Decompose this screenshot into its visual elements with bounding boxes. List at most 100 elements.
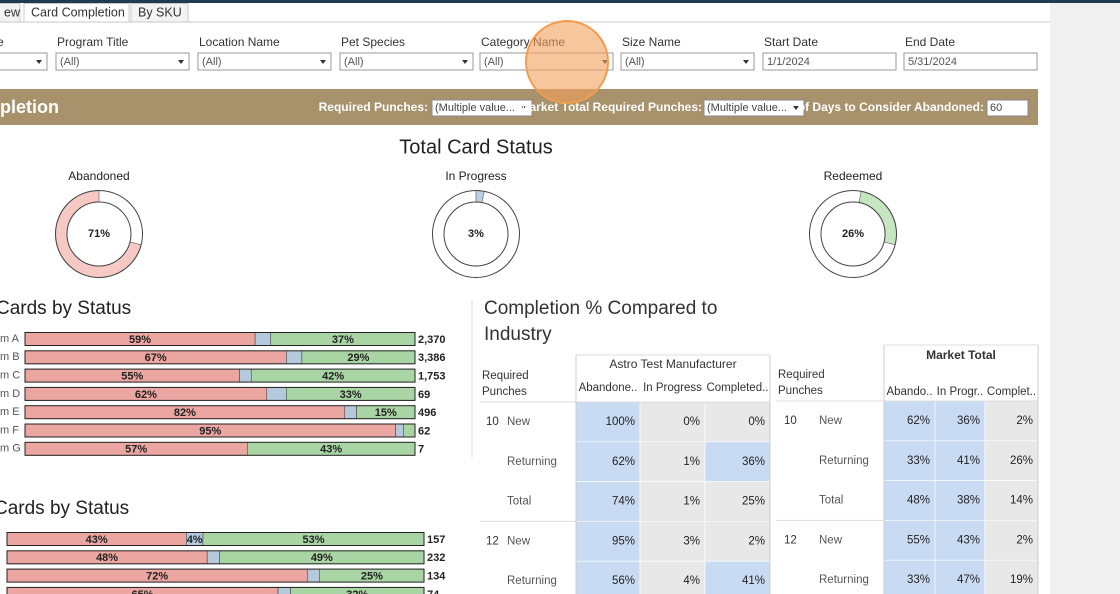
total-label: 134 [427,571,446,583]
row-label: Total [507,496,531,508]
dropdown-arrow [743,60,749,64]
punches: 10 [486,416,499,428]
filter-box[interactable] [0,52,48,71]
category-label: m C [0,370,20,382]
cell-bg [883,520,936,561]
donut-label: 71% [88,228,110,240]
tab[interactable] [23,3,130,23]
cell-bg [704,521,771,562]
cell-bg [934,559,986,594]
tab-label[interactable]: By SKU [138,5,182,19]
cell: 56% [612,575,635,587]
tab[interactable] [130,3,189,23]
tab-label[interactable]: ew [4,5,21,19]
donut-outline [432,190,520,278]
filter-value[interactable]: (All) [202,56,222,68]
filter-label: Program Title [57,35,129,49]
banner-title: pletion [0,97,59,117]
cell-bg [704,481,771,522]
filter-value[interactable]: (All) [484,56,504,68]
cell: 2% [1016,415,1033,427]
column-header: Abandone.. [579,382,638,394]
total-label: 7 [418,444,424,456]
bar-label: 25% [361,571,383,583]
table-title: Completion % Compared to Industry [484,298,718,345]
cell: 36% [742,456,765,468]
bar-label: 72% [146,571,168,583]
param-value[interactable]: (Multiple value... [435,102,515,114]
bar-label: 15% [375,407,397,419]
cell-bg [639,441,706,482]
category-label: m F [0,424,19,436]
bar-outline [24,332,416,346]
bar-outline [6,568,425,583]
cell-bg [639,560,706,594]
total-label: 2,370 [418,334,446,346]
row-label: Returning [819,574,869,586]
filter-box[interactable] [620,52,755,71]
dropdown-arrow [36,60,42,64]
total-label: 1,753 [418,371,446,383]
bar-segment [277,587,291,594]
param-label: Market Total Required Punches: [520,100,702,114]
filter-value[interactable]: (All) [344,56,364,68]
tab[interactable] [0,3,21,23]
cell-bg [984,559,1039,594]
param-box[interactable] [703,99,805,117]
filter-box[interactable] [762,52,897,71]
donut-inner [66,201,132,267]
cell-bg [984,480,1039,521]
param-box[interactable] [986,99,1029,117]
cell: 33% [907,574,930,586]
filter-value[interactable]: (All) [60,56,80,68]
row-label: Returning [507,456,557,468]
cell-bg [984,520,1039,561]
filter-box[interactable] [55,52,190,71]
row-label: New [819,534,843,546]
cell: 0% [683,416,700,428]
side-panel [1050,0,1120,594]
filter-label: Size Name [622,35,681,49]
cell: 14% [1010,495,1033,507]
param-value[interactable]: (Multiple value... [707,102,787,114]
bar-outline [6,550,425,565]
dropdown-arrow [462,60,468,64]
filter-box[interactable] [903,52,1038,71]
bar-label: 43% [86,534,108,546]
total-label: 69 [418,389,430,401]
filter-value[interactable]: (All) [625,56,645,68]
tab-label[interactable]: Card Completion [31,5,125,19]
row-header: Required Punches [482,370,529,398]
cell: 62% [612,456,635,468]
punches: 12 [486,535,499,547]
donut-title: In Progress [445,169,506,183]
category-label: m B [0,351,20,363]
donut-label: 26% [842,228,864,240]
cell: 74% [612,496,635,508]
donut-outline [809,190,897,278]
cell-bg [575,401,641,443]
bar-label: 29% [347,352,369,364]
cell: 55% [907,534,930,546]
bar-segment [306,568,320,583]
table-group: Market Total [926,348,996,362]
donut-inner [443,201,509,267]
top-bar [0,0,1120,3]
param-label: # of Days to Consider Abandoned: [788,100,984,114]
row-label: New [507,535,531,547]
filter-value[interactable]: 5/31/2024 [908,56,957,68]
cell: 0% [748,416,765,428]
filter-box[interactable] [339,52,474,71]
filter-value[interactable]: 1/1/2024 [767,56,810,68]
param-box[interactable] [431,99,533,117]
cell: 41% [957,455,980,467]
dropdown-arrow [521,106,527,110]
cell: 38% [957,495,980,507]
bar-label: 57% [125,444,147,456]
bar-segment [344,405,357,419]
filter-box[interactable] [197,52,332,71]
table-group: Astro Test Manufacturer [609,357,736,371]
row-label: New [819,415,843,427]
donut-title: Redeemed [824,169,883,183]
param-value[interactable]: 60 [990,102,1002,114]
